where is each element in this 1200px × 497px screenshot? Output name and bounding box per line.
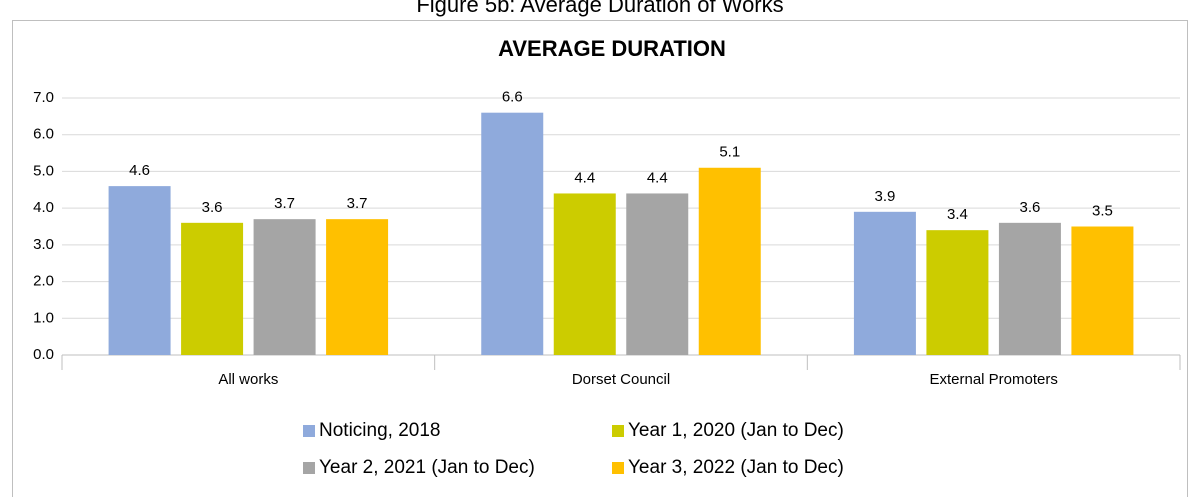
legend-swatch bbox=[303, 425, 315, 437]
y-tick-label: 5.0 bbox=[33, 162, 54, 179]
bar bbox=[326, 219, 389, 355]
chart-title: AVERAGE DURATION bbox=[498, 36, 726, 61]
y-tick-label: 1.0 bbox=[33, 309, 54, 326]
y-tick-label: 3.0 bbox=[33, 236, 54, 253]
y-tick-label: 0.0 bbox=[33, 346, 54, 363]
bar bbox=[181, 222, 244, 355]
data-label: 3.6 bbox=[1019, 199, 1040, 216]
data-label: 3.7 bbox=[347, 195, 368, 212]
data-label: 3.5 bbox=[1092, 202, 1113, 219]
figure-caption: Figure 5b: Average Duration of Works bbox=[416, 0, 783, 17]
y-tick-label: 2.0 bbox=[33, 273, 54, 290]
data-label: 3.6 bbox=[202, 199, 223, 216]
data-label: 6.6 bbox=[502, 89, 523, 106]
bar bbox=[998, 222, 1061, 355]
data-label: 3.4 bbox=[947, 206, 968, 223]
x-tick-label: All works bbox=[218, 371, 278, 388]
x-tick-label: External Promoters bbox=[929, 371, 1057, 388]
data-label: 4.4 bbox=[574, 169, 595, 186]
bar bbox=[108, 186, 171, 355]
data-label: 4.6 bbox=[129, 162, 150, 179]
legend-swatch bbox=[612, 462, 624, 474]
data-label: 5.1 bbox=[719, 144, 740, 161]
bar bbox=[853, 211, 916, 355]
y-tick-label: 4.0 bbox=[33, 199, 54, 216]
bar bbox=[481, 112, 544, 355]
data-label: 4.4 bbox=[647, 169, 668, 186]
legend-label: Year 2, 2021 (Jan to Dec) bbox=[319, 457, 535, 478]
bar bbox=[626, 193, 689, 355]
legend-label: Noticing, 2018 bbox=[319, 420, 440, 441]
y-tick-label: 7.0 bbox=[33, 89, 54, 106]
bar bbox=[253, 219, 316, 355]
bar bbox=[698, 167, 761, 355]
bar bbox=[926, 230, 989, 355]
bar bbox=[1071, 226, 1134, 355]
bar bbox=[553, 193, 616, 355]
data-label: 3.9 bbox=[874, 188, 895, 205]
legend-swatch bbox=[612, 425, 624, 437]
y-tick-label: 6.0 bbox=[33, 126, 54, 143]
legend-label: Year 1, 2020 (Jan to Dec) bbox=[628, 420, 844, 441]
x-tick-label: Dorset Council bbox=[572, 371, 670, 388]
data-label: 3.7 bbox=[274, 195, 295, 212]
legend-label: Year 3, 2022 (Jan to Dec) bbox=[628, 457, 844, 478]
legend-swatch bbox=[303, 462, 315, 474]
